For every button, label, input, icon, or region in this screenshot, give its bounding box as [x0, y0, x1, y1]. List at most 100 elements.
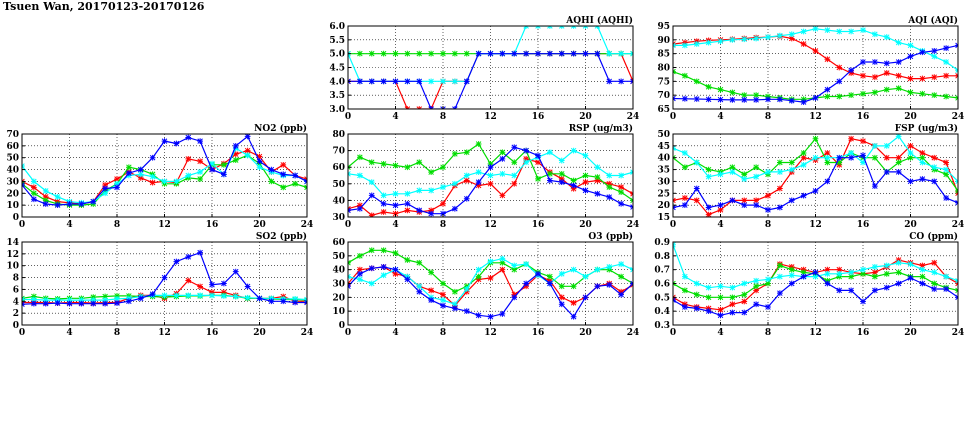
data-point: [681, 195, 688, 201]
y-tick-label: 50: [332, 180, 345, 190]
data-point: [185, 172, 192, 179]
y-tick-label: 5.5: [329, 36, 345, 46]
data-point: [907, 53, 914, 60]
data-point: [741, 291, 748, 298]
data-point: [440, 184, 446, 190]
data-point: [895, 169, 902, 175]
x-tick-label: 20: [904, 328, 917, 338]
data-point: [428, 210, 435, 217]
data-point: [895, 280, 902, 287]
data-point: [753, 202, 760, 209]
data-point: [693, 305, 700, 312]
data-point: [78, 300, 85, 307]
data-point: [681, 150, 688, 156]
data-point: [392, 50, 399, 57]
data-point: [800, 99, 807, 105]
data-point: [173, 140, 180, 147]
data-point: [871, 89, 878, 96]
data-point: [280, 161, 287, 168]
data-point: [812, 154, 819, 161]
data-point: [765, 169, 771, 175]
data-point: [606, 172, 613, 179]
data-point: [741, 92, 748, 99]
data-point: [535, 270, 541, 277]
data-point: [848, 150, 855, 156]
data-point: [511, 159, 518, 166]
data-point: [546, 170, 553, 177]
data-point: [871, 59, 878, 65]
data-point: [860, 152, 866, 159]
data-point: [487, 161, 494, 167]
data-point: [416, 288, 423, 295]
data-point: [594, 174, 601, 181]
data-point: [451, 205, 458, 212]
data-point: [244, 152, 251, 159]
y-tick-label: 20: [657, 201, 670, 211]
data-point: [895, 134, 902, 140]
data-point: [173, 292, 180, 299]
y-tick-label: 8: [13, 274, 19, 284]
data-point: [232, 151, 239, 158]
x-tick-label: 12: [158, 328, 171, 338]
data-point: [919, 159, 926, 166]
data-point: [582, 50, 589, 57]
x-tick-label: 4: [392, 112, 398, 122]
data-point: [824, 154, 831, 161]
data-point: [54, 300, 61, 306]
data-point: [836, 64, 843, 71]
data-point: [511, 144, 518, 151]
data-point: [149, 173, 156, 180]
data-point: [475, 273, 482, 280]
data-point: [836, 154, 843, 161]
data-point: [871, 74, 878, 81]
data-point: [487, 180, 494, 187]
data-point: [232, 142, 239, 149]
data-point: [919, 90, 926, 97]
data-point: [535, 175, 541, 182]
data-point: [741, 280, 748, 287]
data-point: [475, 169, 482, 176]
data-point: [220, 293, 227, 299]
data-point: [681, 72, 688, 79]
data-point: [848, 28, 855, 35]
data-point: [618, 184, 625, 190]
y-tick-label: 75: [657, 77, 670, 87]
y-tick-label: 50: [6, 154, 19, 164]
data-point: [907, 75, 914, 82]
y-tick-label: 4.5: [329, 64, 345, 74]
data-point: [618, 50, 625, 57]
data-point: [232, 157, 239, 163]
data-point: [404, 78, 411, 85]
data-point: [681, 202, 688, 209]
data-point: [800, 269, 807, 276]
x-tick-label: 20: [904, 112, 917, 122]
data-point: [788, 35, 795, 42]
data-point: [90, 297, 97, 303]
x-tick-label: 20: [579, 112, 592, 122]
data-point: [824, 56, 831, 63]
data-point: [883, 142, 890, 149]
data-point: [535, 50, 541, 57]
x-tick-label: 16: [532, 328, 545, 338]
data-point: [368, 192, 375, 199]
x-tick-label: 16: [857, 328, 870, 338]
data-point: [428, 269, 435, 276]
data-point: [185, 292, 192, 299]
data-point: [895, 39, 902, 46]
x-tick-label: 12: [809, 112, 822, 122]
x-tick-label: 12: [809, 328, 822, 338]
x-tick-label: 4: [392, 220, 398, 230]
data-point: [788, 97, 795, 104]
data-point: [741, 309, 748, 316]
data-point: [197, 158, 204, 165]
x-tick-label: 0: [345, 328, 351, 338]
data-point: [824, 27, 831, 34]
data-point: [499, 156, 506, 162]
data-point: [440, 50, 446, 57]
data-point: [848, 273, 855, 280]
data-point: [368, 50, 375, 57]
x-tick-label: 0: [345, 112, 351, 122]
data-point: [197, 169, 204, 175]
data-point: [741, 202, 748, 209]
